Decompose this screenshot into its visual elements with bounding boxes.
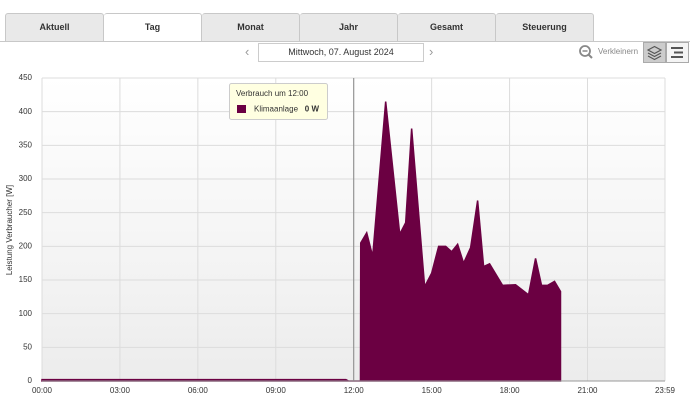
y-tick-label: 0 xyxy=(28,376,33,385)
layers-icon xyxy=(646,45,663,61)
chart: Leistung Verbraucher [W] 0 50 100 150 200 250… xyxy=(5,73,676,395)
x-tick-label: 06:00 xyxy=(188,386,209,395)
tooltip: Verbrauch um 12:00 Klimaanlage 0 W xyxy=(229,83,328,120)
tab[interactable]: Gesamt xyxy=(398,13,496,42)
area xyxy=(41,101,562,382)
y-axis-title: Leistung Verbraucher [W] xyxy=(5,185,14,275)
x-tick-label: 03:00 xyxy=(110,386,131,395)
tab-bar: Aktuell Tag Monat Jahr Gesamt Steuerung xyxy=(5,13,594,42)
y-tick-label: 200 xyxy=(19,241,33,250)
y-tick-label: 350 xyxy=(19,140,33,149)
tab[interactable]: Monat xyxy=(202,13,300,42)
y-tick-label: 400 xyxy=(19,107,33,116)
x-tick-label: 21:00 xyxy=(577,386,598,395)
tab[interactable]: Tag xyxy=(104,13,202,42)
tooltip-box xyxy=(229,83,328,120)
zoom-icon[interactable] xyxy=(578,44,596,60)
tooltip-value: 0 W xyxy=(305,105,320,114)
prev-day[interactable]: ‹ xyxy=(245,44,250,59)
y-tick-label: 300 xyxy=(19,174,33,183)
y-tick-label: 250 xyxy=(19,208,33,217)
tab[interactable]: Jahr xyxy=(300,13,398,42)
y-tick-label: 50 xyxy=(23,342,32,351)
x-tick-label: 18:00 xyxy=(500,386,521,395)
list-icon xyxy=(671,47,683,58)
tab[interactable]: Steuerung xyxy=(496,13,594,42)
date-field[interactable]: Mittwoch, 07. August 2024 xyxy=(258,43,424,62)
y-tick-label: 150 xyxy=(19,275,33,284)
zoom-out[interactable]: Verkleinern xyxy=(598,47,639,56)
y-tick-label: 100 xyxy=(19,309,33,318)
x-tick-label: 00:00 xyxy=(32,386,53,395)
y-tick-label: 450 xyxy=(19,73,33,82)
stacked-view[interactable] xyxy=(643,42,666,63)
x-tick-label: 12:00 xyxy=(344,386,365,395)
x-tick-label: 23:59 xyxy=(655,386,676,395)
x-tick-label: 09:00 xyxy=(266,386,287,395)
view-buttons xyxy=(643,42,689,63)
x-tick-label: 15:00 xyxy=(422,386,443,395)
tooltip-title: Verbrauch um 12:00 xyxy=(236,89,309,98)
next-day[interactable]: › xyxy=(429,44,434,59)
tooltip-series: Klimaanlage xyxy=(254,105,299,114)
legend-swatch xyxy=(237,105,246,113)
divider xyxy=(0,41,690,42)
tab[interactable]: Aktuell xyxy=(5,13,104,42)
